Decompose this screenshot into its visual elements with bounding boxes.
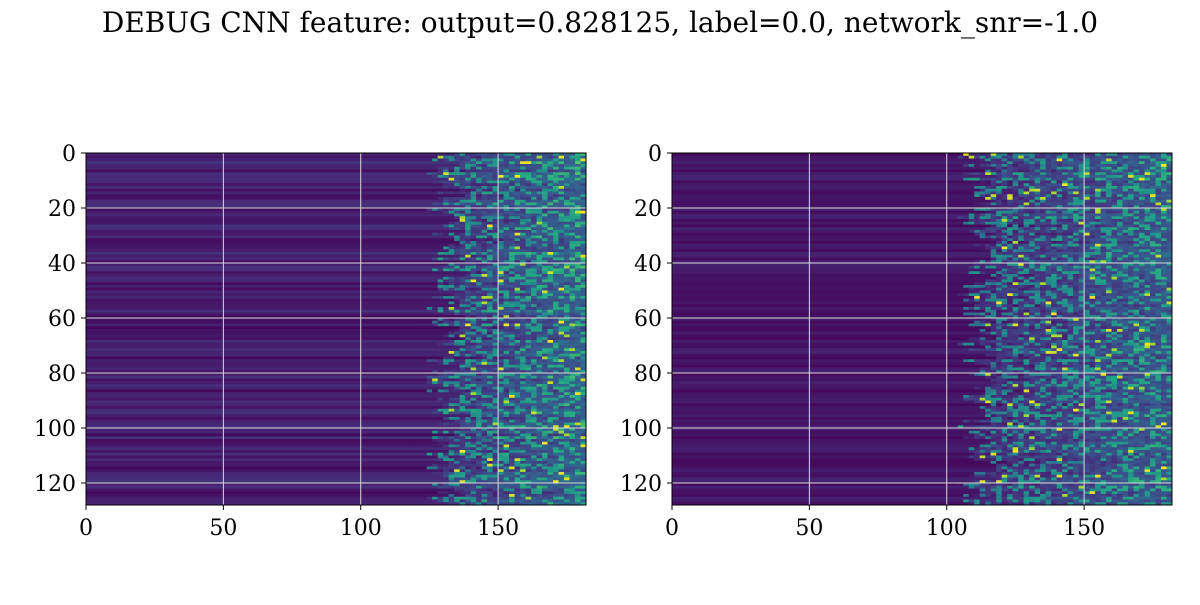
y-tick-label: 60 — [48, 307, 76, 332]
y-tick-label: 0 — [62, 142, 76, 167]
y-tick-label: 40 — [48, 252, 76, 277]
y-tick-label: 20 — [48, 197, 76, 222]
x-tick-label: 50 — [209, 516, 237, 541]
x-tick-label: 150 — [477, 516, 519, 541]
figure-title: DEBUG CNN feature: output=0.828125, labe… — [0, 6, 1200, 39]
heatmap-panel-1: 0 50 100 150 0 20 40 60 80 100 120 — [34, 142, 587, 541]
y-tick-label: 100 — [34, 417, 76, 442]
x-tick-label: 0 — [79, 516, 93, 541]
y-tick-label: 120 — [34, 472, 76, 497]
x-tick-label: 100 — [340, 516, 382, 541]
y-tick-label: 80 — [48, 362, 76, 387]
